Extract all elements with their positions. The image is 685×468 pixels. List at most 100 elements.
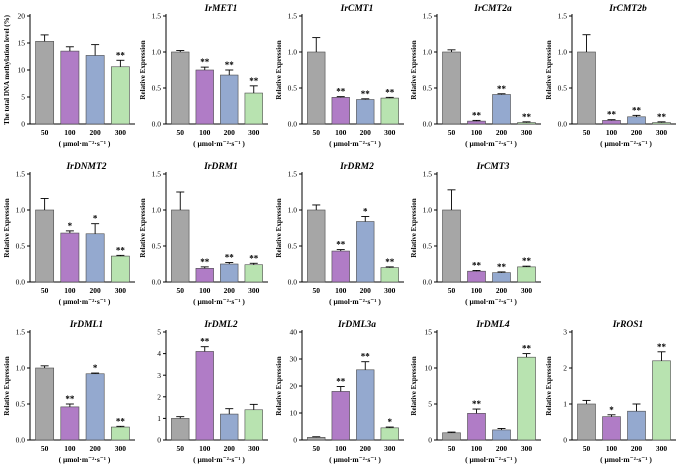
y-axis-label: Relative Expression [410, 198, 418, 257]
significance-label: ** [200, 337, 210, 347]
x-tick-label: 100 [64, 128, 76, 137]
y-tick-label: 0.5 [152, 242, 162, 251]
x-tick-label: 200 [224, 286, 236, 295]
chart-panel: IrDRM2 Relative Expression 0.0 0.5 1.0 1.5 50 *… [275, 162, 404, 306]
chart-panel: IrDRM1 Relative Expression 0.0 0.5 1.0 1.5 50 *… [139, 162, 268, 306]
x-tick-label: 100 [199, 444, 211, 453]
y-tick-label: 15 [425, 328, 433, 337]
significance-label: ** [522, 344, 532, 354]
significance-label: ** [336, 240, 346, 250]
y-tick-label: 20 [290, 382, 298, 391]
significance-label: ** [632, 105, 642, 115]
x-tick-label: 50 [41, 444, 49, 453]
significance-label: ** [657, 342, 667, 352]
y-tick-label: 0.0 [16, 278, 26, 287]
x-tick-label: 50 [583, 444, 591, 453]
chart-title: IrDRM2 [339, 162, 374, 172]
significance-label: ** [472, 399, 482, 409]
bar [60, 406, 80, 441]
x-axis-label: ( μmol·m⁻²·s⁻¹ ) [193, 139, 245, 148]
y-tick-label: 1.0 [558, 48, 568, 57]
y-tick-label: 4 [157, 349, 161, 358]
bar [195, 351, 214, 441]
x-tick-label: 300 [115, 286, 127, 295]
chart-panel: IrCMT2a Relative Expression 0.0 0.5 1.0 1.5 50… [410, 4, 541, 148]
bar [244, 264, 263, 283]
significance-label: * [93, 214, 98, 224]
chart-title: IrDML1 [69, 320, 103, 330]
chart-title: IrCMT2a [473, 4, 512, 14]
significance-label: ** [336, 377, 346, 387]
x-tick-label: 100 [64, 286, 76, 295]
x-tick-label: 50 [41, 286, 49, 295]
bar [171, 51, 190, 125]
bar [492, 272, 511, 283]
bar [380, 427, 399, 441]
x-tick-label: 50 [41, 128, 49, 137]
chart-panel: The total DNA methylation level (%) 0 5 10 1… [3, 12, 135, 148]
y-tick-label: 15 [18, 39, 26, 48]
y-tick-label: 0.0 [288, 120, 298, 129]
significance-label: ** [116, 416, 126, 426]
y-tick-label: 1.0 [152, 206, 162, 215]
y-axis-label: Relative Expression [275, 356, 283, 415]
bar [110, 255, 130, 283]
bar [35, 367, 55, 441]
chart-panel: IrCMT2b Relative Expression 0.0 0.5 1.0 1.5 50… [545, 4, 676, 148]
y-tick-label: 2 [157, 392, 161, 401]
x-tick-label: 50 [313, 444, 321, 453]
y-tick-label: 10 [290, 409, 298, 418]
y-tick-label: 1.5 [423, 170, 433, 179]
y-tick-label: 0.0 [423, 120, 433, 129]
x-tick-label: 100 [64, 444, 76, 453]
x-tick-label: 100 [335, 286, 347, 295]
chart-panel: IrROS1 Relative Expression 0 1 2 3 50 * 100 200 **… [545, 320, 676, 464]
chart-title: IrMET1 [204, 4, 238, 14]
y-tick-label: 0.0 [152, 278, 162, 287]
x-tick-label: 100 [335, 444, 347, 453]
significance-label: ** [385, 257, 395, 267]
y-tick-label: 0.0 [16, 436, 26, 445]
significance-label: ** [200, 257, 210, 267]
x-tick-label: 300 [248, 286, 260, 295]
y-axis-label: Relative Expression [3, 198, 11, 257]
y-tick-label: 0 [157, 436, 161, 445]
y-axis-label: Relative Expression [545, 40, 553, 99]
bar [220, 413, 239, 441]
bar [467, 413, 486, 441]
y-tick-label: 1.0 [16, 206, 26, 215]
x-tick-label: 200 [360, 444, 372, 453]
y-tick-label: 1 [157, 414, 161, 423]
x-axis-label: ( μmol·m⁻²·s⁻¹ ) [193, 455, 245, 464]
bar [602, 416, 621, 441]
bar [492, 94, 511, 125]
significance-label: ** [522, 256, 532, 266]
x-axis-label: ( μmol·m⁻²·s⁻¹ ) [465, 455, 517, 464]
y-tick-label: 0.5 [288, 242, 298, 251]
y-axis-label: Relative Expression [3, 356, 11, 415]
y-tick-label: 0.5 [16, 242, 26, 251]
x-tick-label: 200 [631, 444, 643, 453]
chart-panel: IrCMT1 Relative Expression 0.0 0.5 1.0 1.5 50 *… [275, 4, 404, 148]
x-tick-label: 100 [471, 128, 483, 137]
significance-label: ** [116, 50, 126, 60]
y-tick-label: 3 [563, 328, 567, 337]
x-tick-label: 100 [471, 286, 483, 295]
significance-label: ** [361, 89, 371, 99]
significance-label: ** [657, 112, 667, 122]
x-tick-label: 300 [384, 286, 396, 295]
x-tick-label: 50 [177, 286, 185, 295]
y-axis-label: Relative Expression [410, 356, 418, 415]
y-tick-label: 1.5 [288, 170, 298, 179]
y-axis-label: Relative Expression [410, 40, 418, 99]
x-tick-label: 200 [224, 444, 236, 453]
x-axis-label: ( μmol·m⁻²·s⁻¹ ) [600, 455, 652, 464]
bar [331, 250, 350, 283]
chart-panel: IrMET1 Relative Expression 0.0 0.5 1.0 1.5 50 *… [139, 4, 268, 148]
bar [652, 122, 671, 125]
y-tick-label: 40 [290, 328, 298, 337]
bar [442, 51, 461, 125]
x-tick-label: 300 [384, 128, 396, 137]
y-tick-label: 0.5 [152, 84, 162, 93]
